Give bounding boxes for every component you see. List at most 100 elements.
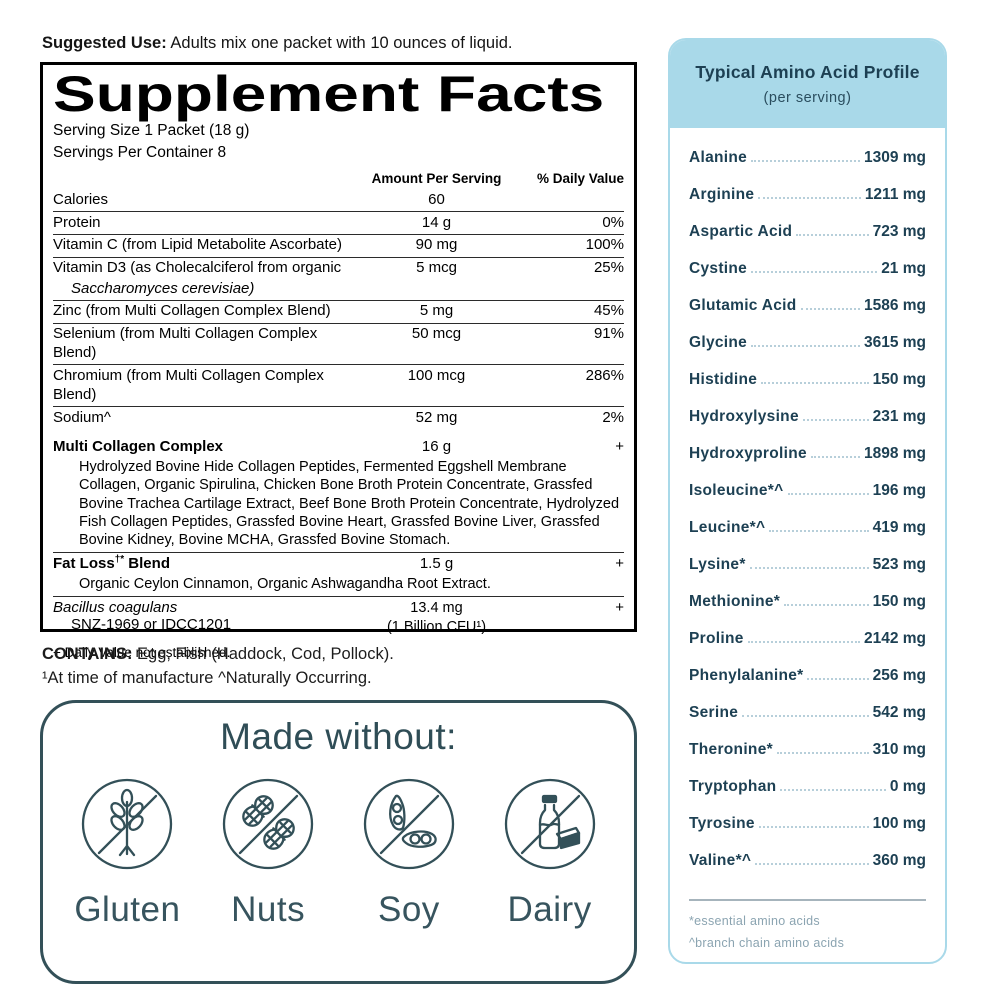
suggested-use-text: Adults mix one packet with 10 ounces of … bbox=[170, 34, 513, 52]
made-without-item-gluten: Gluten bbox=[57, 774, 198, 930]
nutrient-name: Calories bbox=[53, 190, 109, 208]
blend-dv: + bbox=[615, 437, 624, 455]
column-headers: Amount Per Serving % Daily Value bbox=[53, 167, 624, 189]
nutrient-row-zinc: Zinc (from Multi Collagen Complex Blend)… bbox=[53, 299, 624, 323]
nutrient-name: Selenium (from Multi Collagen Complex Bl… bbox=[53, 325, 318, 362]
amino-row: Hydroxylysine 231 mg bbox=[689, 408, 926, 425]
nutrient-amount: 52 mg bbox=[415, 408, 458, 426]
amino-row: Theronine* 310 mg bbox=[689, 741, 926, 758]
contains-section: CONTAINS: Egg, Fish (Haddock, Cod, Pollo… bbox=[42, 643, 394, 691]
dairy-crossed-icon bbox=[504, 778, 595, 870]
nutrient-name: Protein bbox=[53, 213, 101, 231]
blend-row-fat-loss: Fat Loss†* Blend 1.5 g + bbox=[53, 552, 624, 575]
nutrient-amount: 90 mg bbox=[415, 236, 458, 254]
blend-row-multi-collagen: Multi Collagen Complex 16 g + bbox=[53, 436, 624, 458]
amino-row: Lysine* 523 mg bbox=[689, 556, 926, 573]
made-without-title: Made without: bbox=[220, 716, 457, 757]
nutrient-name: Vitamin C (from Lipid Metabolite Ascorba… bbox=[53, 236, 343, 254]
supplement-facts-title: Supplement Facts bbox=[53, 66, 605, 122]
amino-row: Arginine 1211 mg bbox=[689, 186, 926, 203]
made-without-item-dairy: Dairy bbox=[479, 774, 620, 930]
nutrient-row-sodium: Sodium^ 52 mg 2% bbox=[53, 406, 624, 429]
amino-panel-title: Typical Amino Acid Profile bbox=[695, 62, 920, 82]
nutrient-dv: 100% bbox=[585, 236, 624, 254]
contains-label: CONTAINS: bbox=[42, 645, 133, 663]
amino-row: Serine 542 mg bbox=[689, 704, 926, 721]
nutrient-name: Chromium (from Multi Collagen Complex Bl… bbox=[53, 366, 324, 403]
serving-size: Serving Size 1 Packet (18 g) bbox=[53, 122, 250, 139]
made-without-label: Nuts bbox=[231, 890, 306, 929]
column-header-amount: Amount Per Serving bbox=[371, 171, 502, 187]
amino-panel-subtitle: (per serving) bbox=[763, 90, 852, 106]
servings-per-container: Servings Per Container 8 bbox=[53, 143, 227, 161]
made-without-icons-row: Gluten Nuts bbox=[43, 774, 634, 930]
blend-name: Fat Loss†* Blend bbox=[53, 553, 170, 572]
amino-row: Glutamic Acid 1586 mg bbox=[689, 297, 926, 314]
nutrient-dv: 2% bbox=[602, 408, 624, 426]
amino-row: Methionine* 150 mg bbox=[689, 593, 926, 610]
nutrient-name: Vitamin D3 (as Cholecalciferol from orga… bbox=[53, 259, 342, 277]
suggested-use-line: Suggested Use: Adults mix one packet wit… bbox=[42, 34, 513, 53]
probiotic-dv: + bbox=[615, 599, 624, 617]
supplement-facts-panel: Supplement Facts Serving Size 1 Packet (… bbox=[40, 62, 637, 660]
nutrient-amount: 5 mg bbox=[419, 302, 454, 320]
blend-dv: + bbox=[615, 554, 624, 572]
nutrient-row-vitamin-c: Vitamin C (from Lipid Metabolite Ascorba… bbox=[53, 233, 624, 257]
amino-footnote-divider bbox=[689, 899, 926, 901]
probiotic-row: Bacillus coagulans SNZ-1969 or IDCC1201 … bbox=[53, 596, 624, 637]
amino-row: Valine*^ 360 mg bbox=[689, 852, 926, 869]
nutrient-row-vitamin-d3: Vitamin D3 (as Cholecalciferol from orga… bbox=[53, 256, 624, 280]
nutrient-dv: 0% bbox=[602, 213, 624, 231]
amino-row: Aspartic Acid 723 mg bbox=[689, 223, 926, 240]
nutrient-dv: 45% bbox=[593, 302, 624, 320]
amino-row: Isoleucine*^ 196 mg bbox=[689, 482, 926, 499]
blend-name: Multi Collagen Complex bbox=[53, 437, 224, 455]
amino-row: Tryptophan 0 mg bbox=[689, 778, 926, 795]
nutrient-name: Zinc (from Multi Collagen Complex Blend) bbox=[53, 302, 331, 320]
nutrient-amount: 100 mcg bbox=[407, 366, 466, 384]
manufacture-footnote: ¹At time of manufacture ^Naturally Occur… bbox=[42, 668, 372, 687]
blend-ingredients: Hydrolyzed Bovine Hide Collagen Peptides… bbox=[79, 458, 620, 549]
gluten-crossed-icon bbox=[82, 778, 173, 870]
amino-panel-header: Typical Amino Acid Profile (per serving) bbox=[670, 40, 945, 128]
probiotic-amount: 13.4 mg (1 Billion CFU¹) bbox=[386, 600, 487, 635]
amino-row: Tyrosine 100 mg bbox=[689, 815, 926, 832]
nuts-crossed-icon bbox=[222, 778, 314, 870]
amino-footnotes: *essential amino acids ^branch chain ami… bbox=[689, 914, 845, 950]
nutrient-subname: Saccharomyces cerevisiae) bbox=[71, 279, 255, 297]
amino-row: Glycine 3615 mg bbox=[689, 334, 926, 351]
contains-text: Egg, Fish (Haddock, Cod, Pollock). bbox=[137, 645, 394, 663]
nutrient-row-protein: Protein 14 g 0% bbox=[53, 211, 624, 234]
nutrient-row-selenium: Selenium (from Multi Collagen Complex Bl… bbox=[53, 322, 624, 365]
nutrient-dv bbox=[519, 191, 624, 210]
made-without-item-nuts: Nuts bbox=[198, 774, 339, 930]
nutrient-dv: 286% bbox=[585, 366, 624, 384]
amino-row: Proline 2142 mg bbox=[689, 630, 926, 647]
column-header-dv: % Daily Value bbox=[536, 171, 624, 187]
probiotic-name: Bacillus coagulans SNZ-1969 or IDCC1201 bbox=[53, 599, 232, 634]
amino-acid-profile-panel: Typical Amino Acid Profile (per serving)… bbox=[668, 38, 947, 964]
nutrient-row-calories: Calories 60 bbox=[53, 189, 624, 211]
suggested-use-label: Suggested Use: bbox=[42, 34, 167, 52]
amino-row: Hydroxyproline 1898 mg bbox=[689, 445, 926, 462]
nutrient-amount: 5 mcg bbox=[416, 259, 457, 277]
amino-row: Cystine 21 mg bbox=[689, 260, 926, 277]
soy-crossed-icon bbox=[363, 778, 455, 870]
nutrient-dv: 25% bbox=[593, 259, 624, 277]
nutrient-name: Sodium^ bbox=[53, 408, 111, 426]
amino-row: Alanine 1309 mg bbox=[689, 149, 926, 166]
amino-row: Phenylalanine* 256 mg bbox=[689, 667, 926, 684]
blend-amount: 16 g bbox=[421, 437, 452, 455]
nutrient-amount: 60 bbox=[428, 190, 445, 208]
nutrient-amount: 14 g bbox=[421, 213, 452, 231]
nutrient-amount: 50 mcg bbox=[411, 325, 462, 343]
made-without-label: Gluten bbox=[74, 890, 181, 929]
amino-row: Histidine 150 mg bbox=[689, 371, 926, 388]
amino-row: Leucine*^ 419 mg bbox=[689, 519, 926, 536]
dv-footnote: + Daily Value not established. bbox=[53, 644, 231, 660]
blend-ingredients: Organic Ceylon Cinnamon, Organic Ashwaga… bbox=[79, 576, 491, 593]
nutrient-dv: 91% bbox=[593, 325, 624, 343]
nutrient-row-chromium: Chromium (from Multi Collagen Complex Bl… bbox=[53, 364, 624, 406]
blend-amount: 1.5 g bbox=[419, 554, 454, 572]
made-without-panel: Made without: Gluten bbox=[40, 700, 637, 984]
